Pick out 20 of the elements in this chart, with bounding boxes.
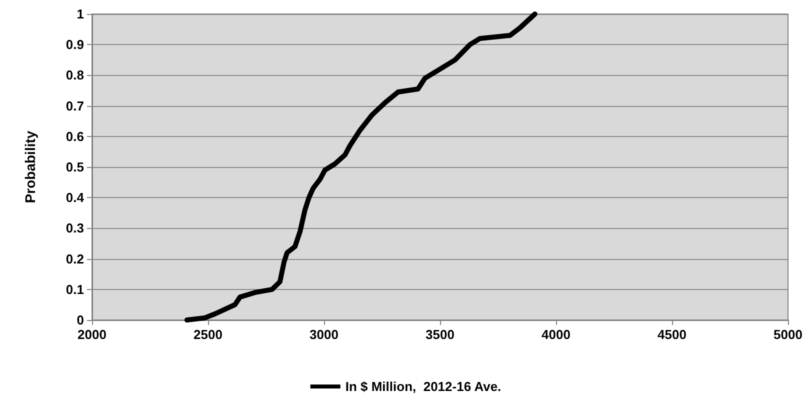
y-tick-label: 0.9	[66, 37, 84, 52]
legend-label: In $ Million, 2012-16 Ave.	[345, 379, 502, 394]
x-tick-label: 3000	[310, 327, 338, 342]
x-tick-label: 3500	[426, 327, 454, 342]
y-axis-title: Probability	[22, 130, 38, 204]
y-tick-label: 0.7	[66, 98, 84, 114]
x-tick-label: 5000	[774, 327, 802, 342]
y-tick-label: 0.3	[66, 220, 84, 236]
x-tick-label: 2000	[78, 327, 106, 342]
y-tick-label: 0.2	[66, 251, 84, 266]
y-tick-label: 0.1	[66, 282, 84, 297]
y-tick-label: 1	[76, 6, 84, 22]
x-tick-label: 2500	[194, 327, 222, 342]
y-tick-label: 0.6	[66, 128, 84, 144]
y-tick-label: 0	[76, 312, 84, 328]
x-tick-label: 4500	[658, 327, 686, 342]
x-tick-label: 4000	[542, 327, 570, 342]
y-tick-label: 0.5	[66, 160, 84, 174]
y-tick-label: 0.4	[66, 190, 85, 206]
y-tick-label: 0.8	[66, 68, 84, 83]
